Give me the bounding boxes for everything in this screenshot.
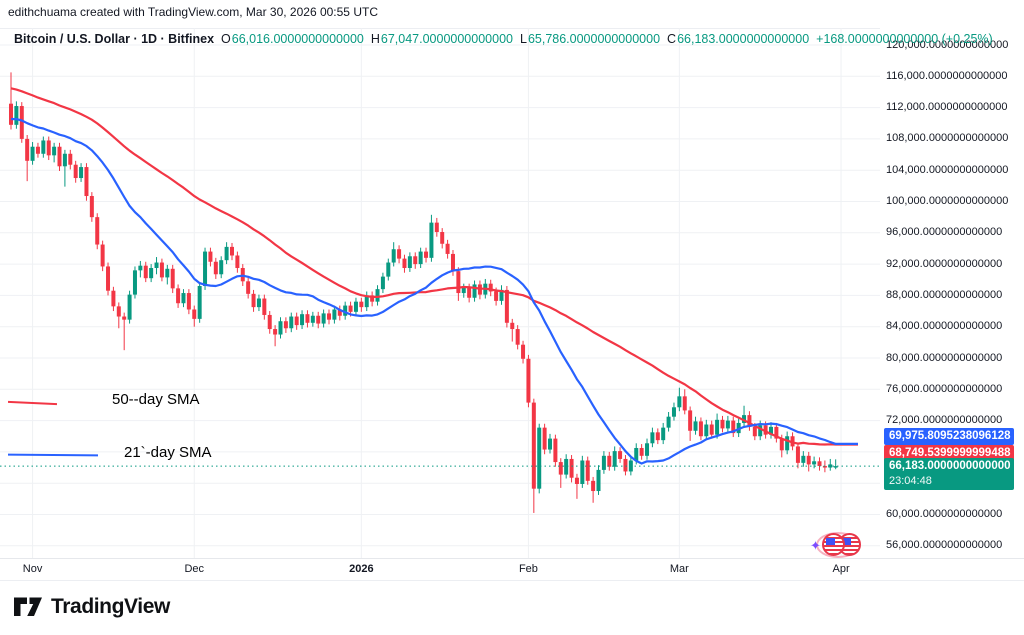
y-axis-tick: 112,000.0000000000000 [886, 101, 1008, 114]
y-axis-tick: 60,000.0000000000000 [886, 508, 1003, 520]
y-axis-tick: 80,000.0000000000000 [886, 351, 1003, 364]
y-axis-tick: 108,000.0000000000000 [886, 132, 1009, 145]
tradingview-logo[interactable]: TradingView [13, 594, 170, 620]
high-value: H 67,047.0000000000000 [370, 32, 513, 46]
coin-icon [822, 533, 845, 556]
sma50-annotation-text[interactable]: 50--day SMA [112, 391, 200, 408]
y-axis-tick: 84,000.0000000000000 [886, 320, 1003, 333]
bar-countdown: 23:04:48 [889, 475, 932, 488]
flag-coins-sticker: ✦ [810, 529, 864, 559]
sma21-price-label: 69,975.8095238096128 [884, 427, 1014, 445]
y-axis-tick: 120,000.0000000000000 [886, 38, 1009, 51]
x-axis-tick: Mar [669, 563, 689, 575]
tradingview-logo-icon [14, 597, 42, 616]
symbol-title[interactable]: Bitcoin / U.S. Dollar · 1D · Bitfinex [14, 32, 215, 46]
last-price-label: 66,183.0000000000000 23:04:48 [884, 458, 1014, 491]
low-value: L 65,786.0000000000000 [519, 32, 661, 46]
sparkle-icon: ✦ [810, 538, 821, 553]
y-axis-tick: 100,000.0000000000000 [886, 195, 1009, 207]
y-axis-tick: 88,000.0000000000000 [886, 288, 1003, 301]
x-axis-tick: Dec [184, 563, 205, 575]
y-axis-tick: 104,000.0000000000000 [886, 163, 1009, 176]
candlestick-chart[interactable] [0, 0, 1024, 580]
tradingview-logo-text: TradingView [51, 595, 170, 618]
open-value: O 66,016.0000000000000 [221, 32, 364, 46]
time-scale[interactable]: Nov Dec 2026 Feb Mar Apr [0, 558, 1024, 581]
header-divider [0, 28, 1024, 29]
x-axis-tick: Feb [518, 563, 538, 575]
sma50-price-label: 68,749.5399999999488 [884, 444, 1014, 462]
x-axis-tick: Nov [22, 563, 43, 575]
x-axis-tick: 2026 [349, 563, 374, 575]
y-axis-tick: 116,000.0000000000000 [886, 69, 1008, 82]
y-axis-tick: 92,000.0000000000000 [886, 257, 1003, 270]
x-axis-tick: Apr [832, 563, 850, 575]
y-axis-tick: 56,000.0000000000000 [886, 539, 1003, 552]
sma21-annotation-text[interactable]: 21`-day SMA [124, 444, 212, 461]
y-axis-tick: 76,000.0000000000000 [886, 382, 1003, 395]
y-axis-tick: 96,000.0000000000000 [886, 226, 1003, 239]
change-value: +168.0000000000000 (+0.25%) [816, 32, 993, 46]
close-value: C 66,183.0000000000000 [667, 32, 810, 46]
creator-watermark: edithchuama created with TradingView.com… [8, 5, 378, 19]
y-axis-tick: 72,000.0000000000000 [886, 414, 1003, 427]
